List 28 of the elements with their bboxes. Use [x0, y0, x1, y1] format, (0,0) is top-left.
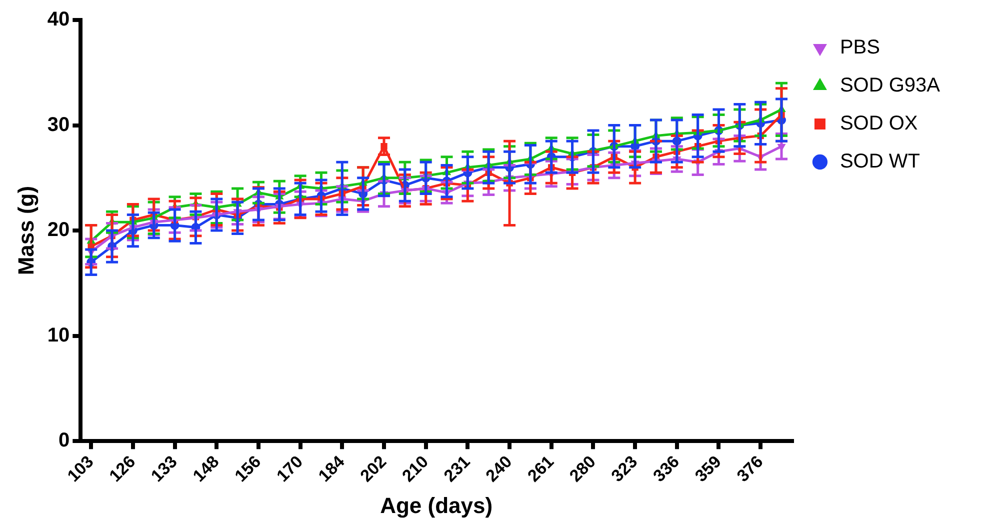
y-axis-title: Mass (g) — [13, 186, 38, 276]
x-tick-label: 184 — [314, 452, 349, 486]
x-tick-label: 261 — [524, 452, 558, 486]
x-tick-label: 231 — [440, 452, 474, 486]
legend-label: SOD WT — [840, 150, 920, 173]
legend-label: PBS — [840, 36, 880, 59]
x-tick-label: 202 — [356, 452, 390, 486]
x-tick-label: 148 — [189, 452, 223, 486]
x-tick-label: 210 — [398, 452, 432, 486]
legend-label: SOD OX — [840, 112, 918, 135]
y-tick-label: 40 — [47, 8, 70, 31]
x-tick-label: 103 — [64, 452, 98, 486]
y-tick-label: 10 — [47, 324, 70, 346]
y-tick-label: 30 — [47, 114, 70, 136]
y-tick-label: 0 — [58, 430, 70, 452]
x-tick-label: 280 — [566, 452, 600, 486]
legend-label: SOD G93A — [840, 74, 941, 97]
x-tick-label: 133 — [147, 452, 181, 486]
x-axis-title: Age (days) — [380, 492, 493, 518]
x-tick-label: 323 — [608, 452, 642, 486]
x-tick-label: 156 — [231, 452, 265, 486]
x-tick-label: 359 — [691, 452, 725, 486]
x-tick-label: 336 — [650, 452, 684, 486]
x-tick-label: 240 — [482, 452, 516, 486]
x-tick-label: 126 — [106, 452, 140, 486]
x-tick-label: 170 — [272, 452, 306, 486]
y-tick-label: 20 — [47, 219, 70, 242]
x-tick-label: 376 — [733, 452, 767, 486]
